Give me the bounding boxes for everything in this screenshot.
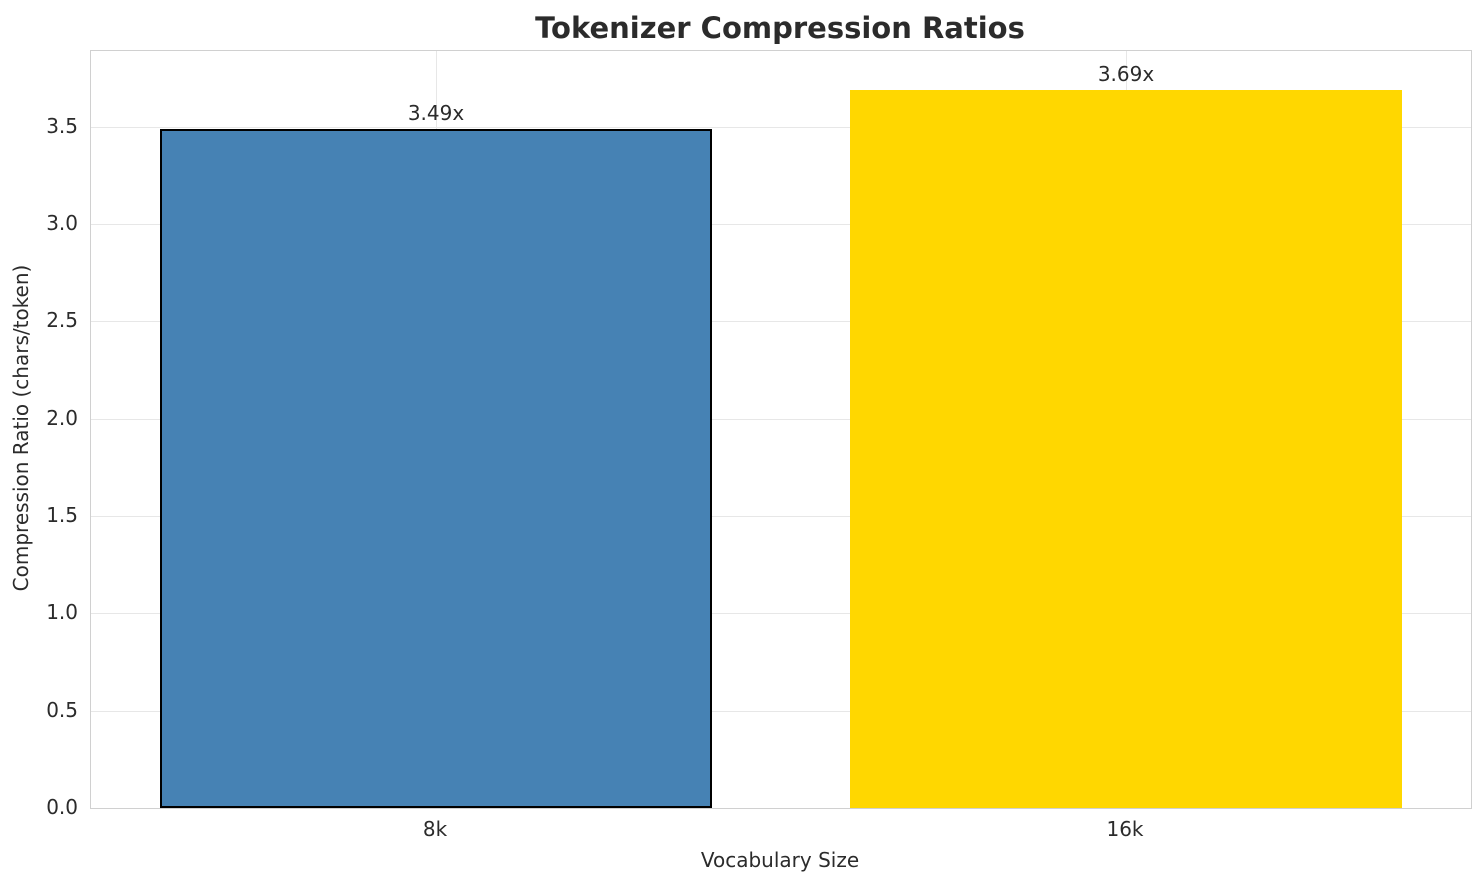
y-tick-label: 1.0 [46,600,78,625]
y-tick-label: 1.5 [46,503,78,528]
y-tick-label: 3.0 [46,211,78,236]
h-gridline [91,418,1471,420]
bar-16k [850,89,1402,808]
plot-area: 3.49x 3.69x [90,50,1472,809]
h-gridline [91,321,1471,323]
h-gridline [91,126,1471,128]
y-tick-label: 2.5 [46,308,78,333]
bar-value-label: 3.49x [407,100,465,125]
x-tick-label: 16k [1106,817,1144,841]
y-tick-label: 0.5 [46,697,78,722]
y-tick-label: 0.0 [46,795,78,819]
x-axis-label: Vocabulary Size [700,848,860,872]
bar-8k [160,128,712,808]
y-tick-label: 3.5 [46,113,78,138]
chart-title: Tokenizer Compression Ratios [535,11,1025,45]
x-tick-label: 8k [422,817,448,841]
h-gridline [91,613,1471,615]
bar-value-label: 3.69x [1097,61,1155,86]
y-tick-label: 2.0 [46,405,78,430]
h-gridline [91,710,1471,712]
h-gridline [91,516,1471,518]
h-gridline [91,224,1471,226]
